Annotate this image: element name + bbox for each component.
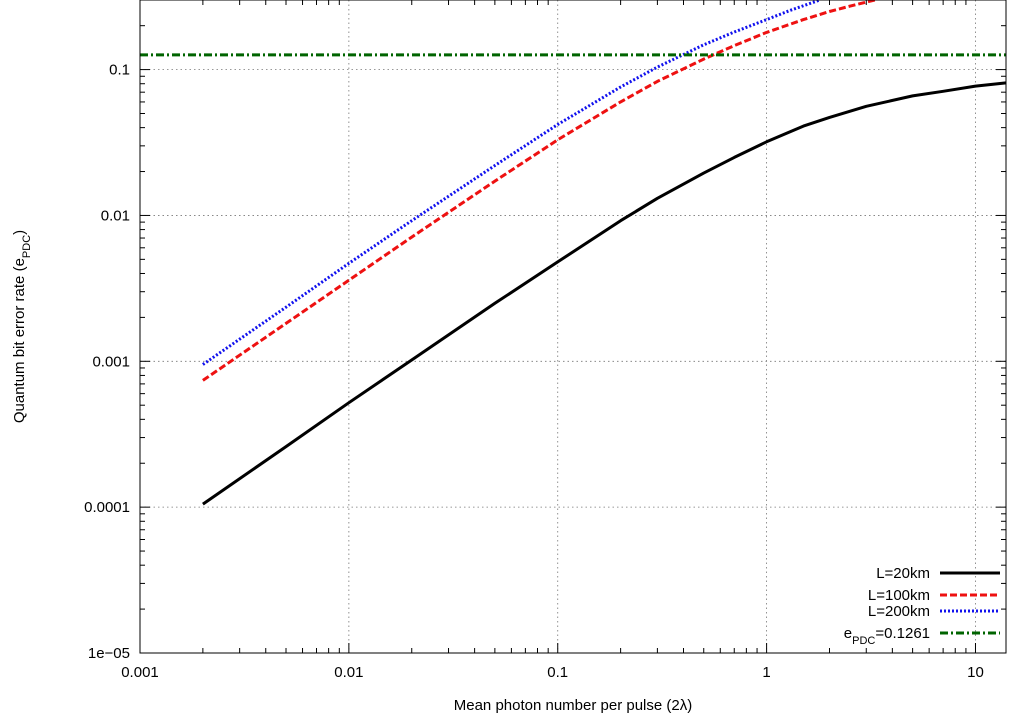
y-axis-label: Quantum bit error rate (ePDC) <box>11 230 33 423</box>
y-axis-label-main: Quantum bit error rate (e <box>11 258 28 423</box>
x-tick-label: 1 <box>762 664 770 681</box>
x-tick-label: 0.001 <box>121 664 159 681</box>
y-tick-label: 0.001 <box>92 353 130 370</box>
x-tick-label: 0.01 <box>334 664 363 681</box>
axis-ticks: 0.001 0.01 0.1 1 10 1e−05 0.0001 0.001 0.01 0.1 <box>84 0 1006 681</box>
series-l200km-line <box>202 0 821 366</box>
y-tick-label: 0.01 <box>101 207 130 224</box>
y-axis-label-close: ) <box>11 230 28 235</box>
y-tick-label: 1e−05 <box>88 645 130 662</box>
x-axis-label: Mean photon number per pulse (2λ) <box>454 697 692 714</box>
series-l100km-line <box>202 0 876 382</box>
series-lines <box>140 0 1007 506</box>
x-tick-label: 10 <box>967 664 984 681</box>
legend-label-epdc-rest: =0.1261 <box>875 625 930 642</box>
legend: L=20km L=100km L=200km ePDC=0.1261 <box>844 565 1000 647</box>
y-tick-label: 0.1 <box>109 62 130 79</box>
series-l20km-line <box>202 81 1007 506</box>
y-axis-label-sub: PDC <box>21 235 33 258</box>
legend-label-epdc-sub: PDC <box>852 635 875 647</box>
legend-label-l20: L=20km <box>876 565 930 582</box>
plot-frame <box>139 0 1007 654</box>
legend-label-l200: L=200km <box>868 603 930 620</box>
x-tick-label: 0.1 <box>547 664 568 681</box>
legend-label-epdc-main: e <box>844 625 852 642</box>
legend-label-l100: L=100km <box>868 587 930 604</box>
grid <box>140 0 1006 653</box>
y-tick-label: 0.0001 <box>84 499 130 516</box>
legend-label-epdc: ePDC=0.1261 <box>844 625 930 647</box>
